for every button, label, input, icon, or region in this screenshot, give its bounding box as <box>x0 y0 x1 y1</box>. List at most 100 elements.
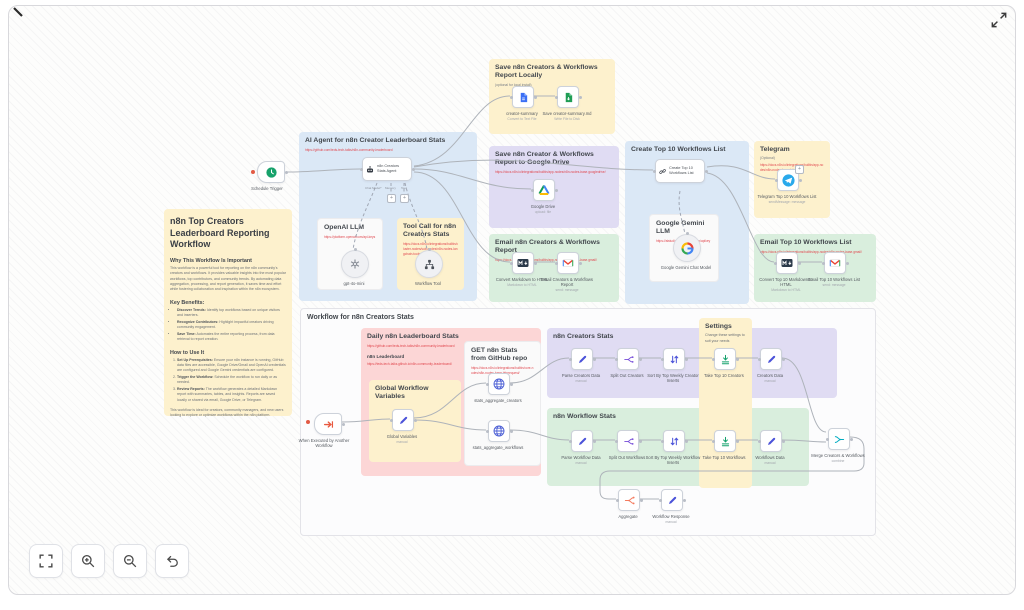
node-take-top10-workflows[interactable]: Take Top 10 Workflows <box>703 430 745 460</box>
node-telegram-top10[interactable]: Telegram Top 10 Workflows List sendMessa… <box>758 169 816 204</box>
benefit-item: Discover Trends: Identify top workflows … <box>177 308 286 319</box>
why-paragraph: This workflow is a powerful tool for rep… <box>170 266 286 292</box>
node-email-top10-list[interactable]: Email Top 10 Workflows List send: messag… <box>808 252 860 287</box>
agent-port-chat-model: Chat Model* <box>365 186 382 190</box>
http-request-globe-icon <box>493 378 505 390</box>
canvas-corner-mark <box>13 7 23 17</box>
node-workflows-data[interactable]: Workflows Data manual <box>755 430 785 465</box>
node-schedule-trigger[interactable]: Schedule Trigger <box>251 161 288 191</box>
google-drive-icon <box>538 185 550 195</box>
sort-icon <box>670 437 678 445</box>
benefit-item: Recognize Contributors: Highlight impact… <box>177 320 286 331</box>
fit-view-button[interactable] <box>29 544 63 578</box>
how-heading: How to Use It <box>170 349 205 356</box>
step-item: Review Reports: The workflow generates a… <box>177 387 286 403</box>
canvas-toolbar <box>29 544 189 578</box>
node-sort-workflows[interactable]: Sort By Top Weekly Workflow Inserts <box>646 430 700 465</box>
node-aggregate[interactable]: Aggregate <box>615 489 643 519</box>
node-stats-aggregate-workflows[interactable]: stats_aggregate_workflows <box>473 420 523 450</box>
edit-fields-icon <box>668 496 676 504</box>
markdown-icon <box>781 259 793 267</box>
split-out-icon <box>623 355 634 363</box>
step-item: Trigger the Workflow: Schedule the workf… <box>177 375 286 386</box>
gmail-icon <box>829 259 841 267</box>
limit-icon <box>721 436 729 446</box>
split-out-icon <box>623 437 634 445</box>
note-ai-agent-link[interactable]: https://github.com/teds-tech-talks/n8n-c… <box>305 147 393 152</box>
execute-workflow-icon <box>323 420 333 428</box>
add-node-button[interactable]: + <box>795 165 804 174</box>
node-create-top10-list[interactable]: Create Top 10 Workflows List <box>652 159 708 183</box>
add-tool-button[interactable]: + <box>400 194 409 203</box>
edit-fields-icon <box>399 416 407 424</box>
node-split-out-workflows[interactable]: Split Out Workflows <box>609 430 645 460</box>
node-gpt-4o-mini[interactable]: gpt-4o-mini <box>341 247 369 286</box>
edit-fields-icon <box>578 355 586 363</box>
expand-fullscreen-icon[interactable] <box>991 12 1007 28</box>
limit-icon <box>721 354 729 364</box>
add-memory-button[interactable]: + <box>387 194 396 203</box>
sort-icon <box>670 355 678 363</box>
node-creators-data[interactable]: Creators Data manual <box>757 348 785 383</box>
undo-icon <box>167 555 178 567</box>
steps-list: Set Up Prerequisites: Ensure your n8n in… <box>170 358 286 404</box>
note-ai-agent-title: AI Agent for n8n Creator Leaderboard Sta… <box>305 137 446 144</box>
agent-port-memory: Memory <box>385 186 396 190</box>
openai-icon <box>350 259 360 269</box>
note-description[interactable]: n8n Top Creators Leaderboard Reporting W… <box>164 209 292 418</box>
node-workflow-response[interactable]: Workflow Response manual <box>652 489 690 524</box>
node-save-creator-summary[interactable]: Save creator-summary.md Write File to Di… <box>542 86 592 121</box>
zoom-in-icon <box>81 554 95 568</box>
trigger-marker-dot <box>306 420 310 424</box>
fit-view-icon <box>39 554 53 568</box>
gmail-icon <box>562 259 574 267</box>
undo-button[interactable] <box>155 544 189 578</box>
node-take-top10-creators[interactable]: Take Top 10 Creators <box>704 348 744 378</box>
node-creators-stats-agent[interactable]: n8n Creators Stats Agent <box>359 157 415 181</box>
node-when-executed[interactable]: When Executed by Another Workflow <box>299 413 349 448</box>
node-global-variables[interactable]: Global Variables manual <box>387 409 417 444</box>
note-save-locally[interactable]: Save n8n Creators & Workflows Report Loc… <box>489 59 615 134</box>
node-email-creators-report[interactable]: Email Creators & Workflows Report send: … <box>541 252 593 292</box>
google-gemini-icon <box>680 241 694 255</box>
node-gemini-chat-model[interactable]: Google Gemini Chat Model <box>661 231 711 270</box>
benefit-item: Save Time: Automates the entire reportin… <box>177 332 286 343</box>
clock-icon <box>265 166 277 178</box>
edit-fields-icon <box>767 437 775 445</box>
node-stats-aggregate-creators[interactable]: stats_aggregate_creators <box>474 373 522 403</box>
workflow-canvas[interactable]: n8n Top Creators Leaderboard Reporting W… <box>8 5 1016 595</box>
node-convert-markdown[interactable]: Convert Markdown to HTML Markdown to HTM… <box>496 252 548 287</box>
node-split-out-creators[interactable]: Split Out Creators <box>610 348 644 378</box>
agent-port-tool: Tool <box>401 186 407 190</box>
markdown-icon <box>517 259 529 267</box>
http-request-globe-icon <box>493 425 505 437</box>
note-email-top10[interactable]: Email Top 10 Workflows List https://docs… <box>754 234 876 302</box>
zoom-out-button[interactable] <box>113 544 147 578</box>
step-item: Set Up Prerequisites: Ensure your n8n in… <box>177 358 286 374</box>
node-workflow-tool[interactable]: Workflow Tool <box>415 247 443 286</box>
node-creator-summary[interactable]: creator-summary Convert to Text File <box>506 86 538 121</box>
node-merge[interactable]: Merge Creators & Workflows combine <box>811 428 865 463</box>
node-google-drive[interactable]: Google Drive upload: file <box>530 179 558 214</box>
aggregate-icon <box>624 496 635 504</box>
why-heading: Why This Workflow Is Important <box>170 258 252 265</box>
node-sort-creators[interactable]: Sort By Top Weekly Creator Inserts <box>647 348 699 383</box>
file-convert-icon <box>520 92 527 102</box>
robot-agent-icon <box>367 165 374 173</box>
zoom-out-icon <box>123 554 137 568</box>
edit-fields-icon <box>767 355 775 363</box>
note-email-creators[interactable]: Email n8n Creators & Workflows Report ht… <box>489 234 619 302</box>
file-save-icon <box>565 92 572 102</box>
workflow-tool-icon <box>424 259 434 269</box>
edit-fields-icon <box>578 437 586 445</box>
benefits-heading: Key Benefits: <box>170 299 205 306</box>
telegram-icon <box>781 173 795 187</box>
note-description-title: n8n Top Creators Leaderboard Reporting W… <box>170 216 270 250</box>
node-parse-creators-data[interactable]: Parse Creators Data manual <box>562 348 600 383</box>
description-footer: This workflow is ideal for creators, com… <box>170 408 284 418</box>
zoom-in-button[interactable] <box>71 544 105 578</box>
benefits-list: Discover Trends: Identify top workflows … <box>170 308 286 343</box>
node-convert-top10-markdown[interactable]: Convert Top 10 Markdown to HTML Markdown… <box>759 252 813 292</box>
node-parse-workflow-data[interactable]: Parse Workflow Data manual <box>561 430 601 465</box>
link-chain-icon <box>659 168 666 174</box>
